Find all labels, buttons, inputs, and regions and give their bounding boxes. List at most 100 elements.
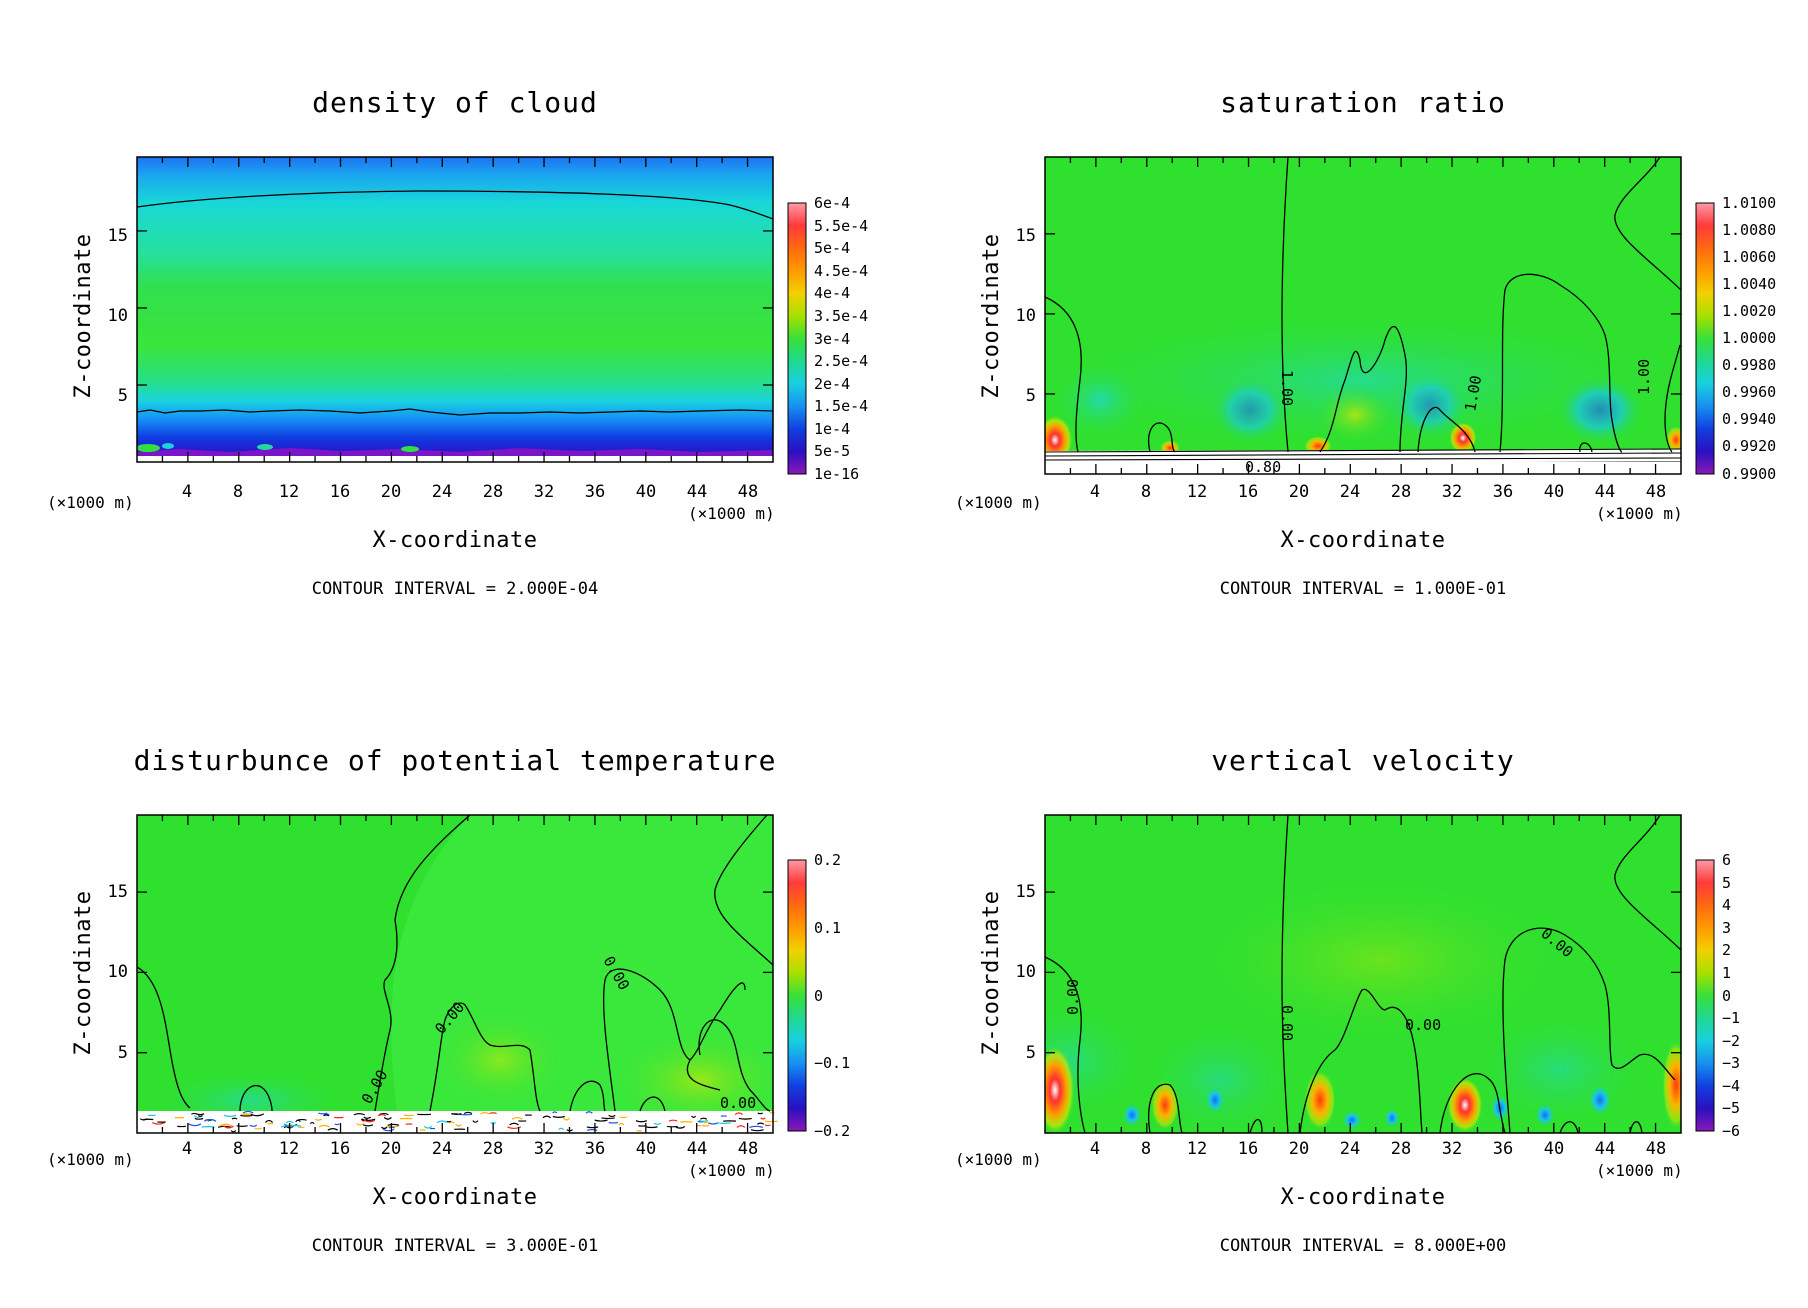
y-tick-label: 5: [118, 386, 128, 406]
surface-contour: [635, 1120, 648, 1123]
x-axis-label: X-coordinate: [1281, 528, 1446, 553]
y-axis-label: Z-coordinate: [71, 891, 96, 1056]
contour-line: [1045, 466, 1681, 468]
contour-lines: [1045, 157, 1681, 468]
heatmap-field: [137, 157, 773, 462]
surface-contour: [380, 1126, 388, 1130]
colorbar-labels: 6e-4 5.5e-4 5e-4 4.5e-4 4e-4 3.5e-4 3e-4…: [814, 194, 868, 483]
contour-lines: [1045, 815, 1681, 1133]
colorbar: [1695, 202, 1715, 475]
surface-contour: [645, 1126, 658, 1129]
contour-interval: CONTOUR INTERVAL = 8.000E+00: [1220, 1236, 1507, 1256]
colorbar-label: 2e-4: [814, 375, 850, 393]
surface-contour: [585, 1111, 593, 1114]
contour-line: [1502, 927, 1676, 1133]
surface-contour: [280, 1125, 293, 1128]
surface-noise: [139, 1110, 778, 1133]
surface-contour: [377, 1114, 386, 1117]
x-tick-labels: 4 8 12 16 20 24 28 32 36 40 44 48: [1090, 482, 1666, 502]
contour-label: 0.80: [1245, 458, 1281, 476]
panel-density-of-cloud: density of cloud 4 8 12 16 20 24 28 32 3…: [47, 86, 868, 599]
x-tick-labels: 4 8 12 16 20 24 28 32 36 40 44 48: [1090, 1139, 1666, 1159]
contour-line: [1045, 457, 1681, 461]
surface-contour: [230, 1130, 237, 1133]
surface-contour: [361, 1118, 376, 1122]
surface-contour: [472, 1120, 479, 1123]
x-tick-label: 48: [1646, 1139, 1666, 1159]
contour-line: [1281, 815, 1289, 1133]
surface-contour: [254, 1127, 262, 1130]
surface-contour: [594, 1119, 608, 1122]
x-tick-label: 32: [1442, 1139, 1462, 1159]
contour-line: [137, 408, 773, 416]
surface-contour: [383, 1117, 392, 1120]
x-unit-right: (×1000 m): [1596, 1161, 1683, 1180]
surface-contour: [696, 1124, 702, 1127]
panel-potential-temperature: disturbunce of potential temperature 0.0…: [47, 744, 850, 1256]
colorbar: [787, 202, 807, 475]
surface-contour: [240, 1114, 253, 1117]
contour-line: [1148, 422, 1176, 453]
colorbar: [787, 859, 807, 1132]
surface-contour: [219, 1123, 233, 1127]
surface-contour: [364, 1119, 376, 1123]
colorbar-label: 0.9940: [1722, 410, 1776, 428]
x-tick-label: 36: [585, 482, 605, 502]
surface-contour: [242, 1110, 254, 1114]
surface-contour: [552, 1111, 558, 1114]
surface-contour: [188, 1123, 202, 1127]
y-tick-label: 15: [108, 882, 128, 902]
x-tick-label: 40: [636, 1139, 656, 1159]
colorbar-label: −0.1: [814, 1054, 850, 1072]
y-tick-label: 5: [1026, 386, 1036, 406]
x-tick-label: 8: [1141, 1139, 1151, 1159]
contour-line: [1249, 1118, 1263, 1133]
colorbar-label: 1.5e-4: [814, 397, 868, 415]
x-tick-label: 20: [1289, 1139, 1309, 1159]
surface-contour: [558, 1127, 565, 1131]
surface-contour: [703, 1121, 710, 1124]
contour-line: [1499, 273, 1623, 453]
x-tick-label: 16: [1238, 1139, 1258, 1159]
x-tick-label: 12: [1187, 482, 1207, 502]
y-tick-labels: 5 10 15: [1016, 226, 1036, 406]
contour-line: [1299, 988, 1423, 1133]
colorbar-label: 4e-4: [814, 284, 850, 302]
x-tick-label: 12: [1187, 1139, 1207, 1159]
x-tick-label: 44: [1595, 1139, 1615, 1159]
contour-line: [639, 1096, 666, 1112]
contour-interval: CONTOUR INTERVAL = 3.000E-01: [312, 1236, 599, 1256]
contour-line: [1319, 326, 1408, 453]
contour-line: [1045, 448, 1681, 453]
y-tick-label: 15: [1016, 226, 1036, 246]
contour-label: 1.00: [1278, 370, 1296, 406]
surface-contour: [653, 1122, 662, 1125]
colorbar-label: 0: [1722, 987, 1731, 1005]
colorbar-label: −6: [1722, 1122, 1740, 1140]
surface-contour: [223, 1114, 237, 1117]
colorbar-label: −3: [1722, 1054, 1740, 1072]
contour-label: 0.00: [1064, 979, 1082, 1015]
surface-contour: [750, 1129, 764, 1132]
y-axis-label: Z-coordinate: [979, 234, 1004, 399]
x-unit-left: (×1000 m): [955, 1150, 1042, 1169]
colorbar-label: 1e-16: [814, 465, 859, 483]
colorbar-label: 0.9980: [1722, 356, 1776, 374]
surface-contour: [601, 1117, 615, 1120]
colorbar-label: 3.5e-4: [814, 307, 868, 325]
colorbar-label: 4: [1722, 896, 1731, 914]
surface-contour: [152, 1122, 165, 1125]
x-tick-label: 28: [483, 482, 503, 502]
y-tick-label: 10: [1016, 306, 1036, 326]
surface-contour: [757, 1122, 765, 1125]
surface-contour: [197, 1114, 203, 1117]
contour-labels: 1.00 1.00 1.00 0.80: [1245, 359, 1653, 476]
surface-contour: [734, 1112, 743, 1116]
x-tick-label: 16: [330, 482, 350, 502]
y-tick-labels: 5 10 15: [108, 226, 128, 406]
y-tick-labels: 5 10 15: [108, 882, 128, 1063]
x-tick-label: 20: [381, 482, 401, 502]
tick-marks: [1045, 815, 1681, 1133]
colorbar-label: 0.9900: [1722, 465, 1776, 483]
colorbar-label: 1.0000: [1722, 329, 1776, 347]
